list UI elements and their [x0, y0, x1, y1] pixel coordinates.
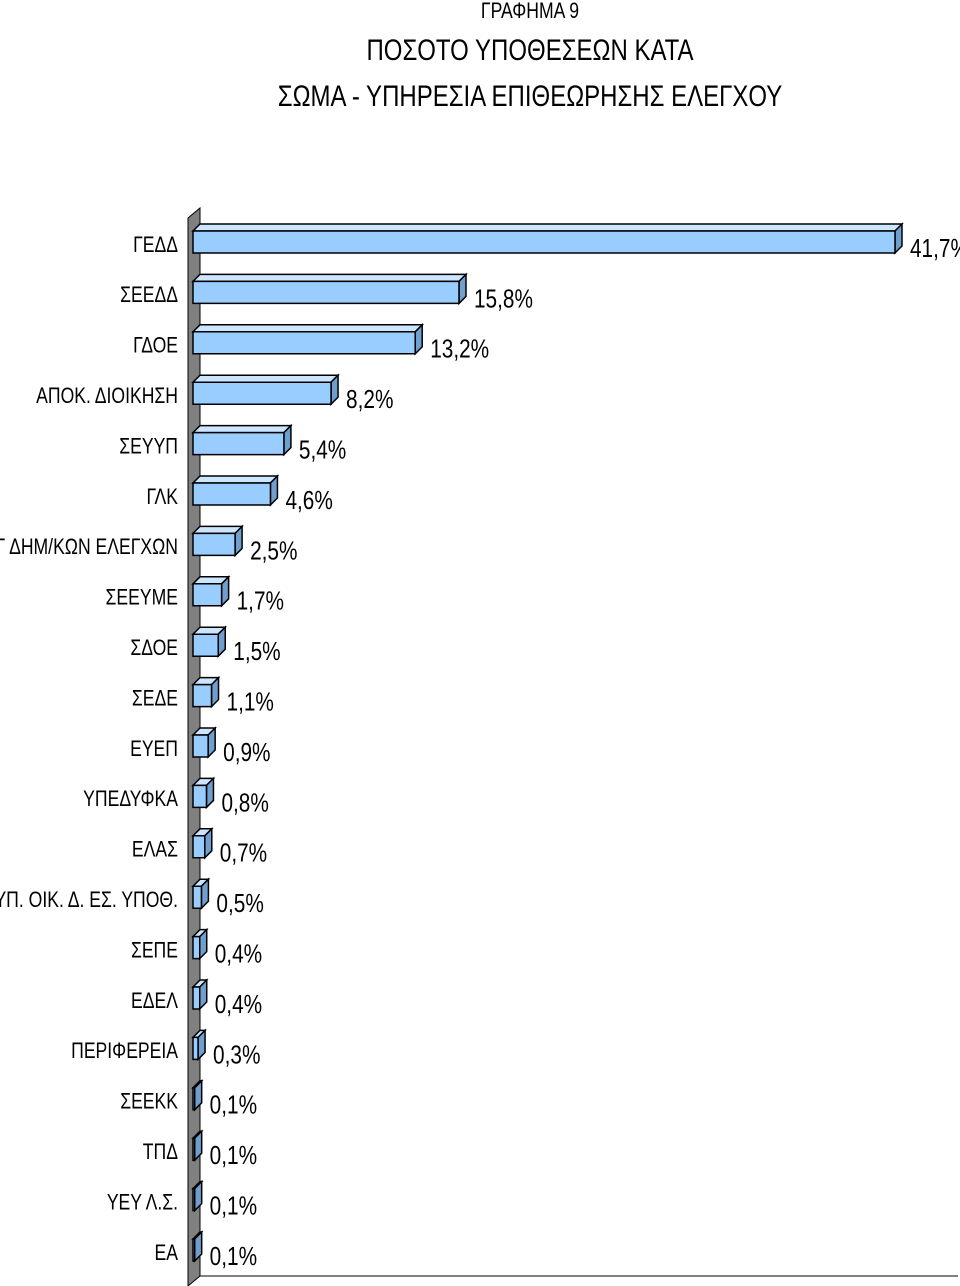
value-label: 41,7%: [910, 234, 960, 263]
category-label: ΥΕΥ Λ.Σ.: [107, 1191, 178, 1215]
bar-face: [192, 885, 203, 909]
category-label: ΣΕΕΔΔ: [120, 283, 178, 307]
value-label: 8,2%: [346, 385, 393, 414]
category-label: ΣΕΕΚΚ: [120, 1090, 178, 1114]
bar-face: [192, 1187, 196, 1212]
category-label: ΓΕΔΔ: [133, 233, 178, 257]
bar: [191, 474, 280, 507]
value-label: 0,1%: [210, 1191, 257, 1220]
bar-face: [192, 633, 220, 657]
bar-face: [191, 424, 293, 434]
value-label: 2,5%: [250, 536, 297, 565]
bar-face: [191, 324, 425, 333]
bar-face: [192, 1137, 196, 1161]
chart-label: ΓΡΑΦΗΜΑ 9: [481, 0, 579, 23]
bar: [191, 574, 231, 608]
category-label: ΕΑ: [155, 1241, 179, 1265]
bar-face: [192, 1036, 199, 1061]
category-label: ΑΠΟΚ. ΔΙΟΙΚΗΣΗ: [36, 384, 178, 408]
value-label: 0,8%: [221, 788, 268, 817]
value-label: 0,5%: [216, 889, 263, 918]
bar: [191, 978, 209, 1011]
bar-face: [191, 374, 340, 383]
category-label: ΓΔΟΕ: [133, 334, 178, 358]
chart-subtitle: ΣΩΜΑ - ΥΠΗΡΕΣΙΑ ΕΠΙΘΕΩΡΗΣΗΣ ΕΛΕΓΧΟΥ: [278, 78, 783, 112]
category-label: ΣΕΥΥΠ: [119, 435, 178, 459]
chart-title: ΠΟΣΟΤΟ ΥΠΟΘΕΣΕΩΝ ΚΑΤΑ: [366, 32, 694, 66]
bar: [191, 675, 221, 709]
category-label: ΣΔΟΕ: [130, 636, 178, 660]
bar-face: [192, 784, 208, 809]
bar-face: [191, 475, 280, 484]
bar: [191, 322, 425, 356]
category-label: ΣΕΠΕ: [131, 939, 178, 963]
bar-face: [192, 431, 285, 456]
value-label: 4,6%: [285, 486, 332, 515]
category-label: ΣΕΔΕ: [132, 687, 178, 711]
bar: [191, 272, 468, 306]
bar-face: [192, 331, 416, 355]
category-label: ΤΠΔ: [143, 1140, 178, 1164]
category-label: ΓΓ ΔΗΜ/ΚΩΝ ΕΛΕΓΧΩΝ: [0, 535, 178, 559]
category-label: ΕΔΕΛ: [131, 989, 179, 1013]
category-label: ΣΕΕΥΜΕ: [106, 586, 178, 610]
value-label: 15,8%: [474, 284, 533, 313]
bar-face: [192, 532, 236, 557]
value-label: 0,1%: [210, 1090, 257, 1119]
bar-face: [191, 223, 904, 232]
bar: [191, 373, 340, 407]
bar: [191, 1230, 204, 1263]
value-label: 1,7%: [237, 586, 284, 615]
bar: [191, 826, 214, 860]
bar: [191, 1179, 204, 1213]
value-label: 0,1%: [210, 1242, 257, 1271]
bar: [191, 222, 904, 255]
bar: [191, 776, 216, 810]
bar-face: [192, 280, 460, 305]
bar: [191, 726, 217, 759]
bar-face: [192, 230, 896, 254]
value-label: 0,1%: [210, 1141, 257, 1170]
value-label: 1,5%: [233, 637, 280, 666]
bar: [191, 877, 211, 911]
category-label: ΥΠ. ΟΙΚ. Δ. ΕΣ. ΥΠΟΘ.: [0, 888, 178, 912]
bar-face: [192, 986, 201, 1010]
category-label: ΕΥΕΠ: [130, 737, 178, 761]
bar-face: [192, 683, 213, 708]
bar-face: [191, 525, 244, 535]
value-label: 0,3%: [213, 1040, 260, 1069]
value-label: 5,4%: [299, 435, 346, 464]
bar-face: [192, 1238, 196, 1262]
category-label: ΓΛΚ: [146, 485, 178, 509]
bar-face: [192, 381, 332, 405]
bar: [191, 524, 244, 558]
category-label: ΕΛΑΣ: [132, 838, 178, 862]
value-label: 1,1%: [227, 687, 274, 716]
bar: [191, 927, 209, 961]
value-label: 0,4%: [215, 939, 262, 968]
value-label: 0,7%: [220, 838, 267, 867]
bar-face: [192, 935, 201, 960]
category-label: ΠΕΡΙΦΕΡΕΙΑ: [71, 1039, 179, 1063]
value-label: 0,4%: [215, 990, 262, 1019]
bar: [191, 1078, 204, 1112]
bar-face: [192, 835, 206, 859]
bar: [191, 1028, 207, 1062]
bar-face: [192, 734, 209, 758]
bar: [191, 1129, 204, 1163]
category-label: ΥΠΕΔΥΦΚΑ: [83, 787, 178, 811]
bar-face: [192, 482, 272, 506]
bar-face: [192, 1087, 196, 1111]
value-label: 13,2%: [430, 334, 489, 363]
bar: [191, 423, 293, 457]
bar-face: [192, 583, 223, 607]
bar-face: [191, 273, 468, 283]
bar: [191, 625, 228, 659]
value-label: 0,9%: [223, 738, 270, 767]
